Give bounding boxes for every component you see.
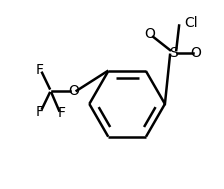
Text: F: F xyxy=(35,105,43,119)
Text: O: O xyxy=(144,27,155,41)
Text: Cl: Cl xyxy=(184,16,197,30)
Text: F: F xyxy=(58,106,66,120)
Text: O: O xyxy=(68,84,79,98)
Text: O: O xyxy=(191,46,202,60)
Text: S: S xyxy=(169,46,178,60)
Text: F: F xyxy=(35,63,43,77)
